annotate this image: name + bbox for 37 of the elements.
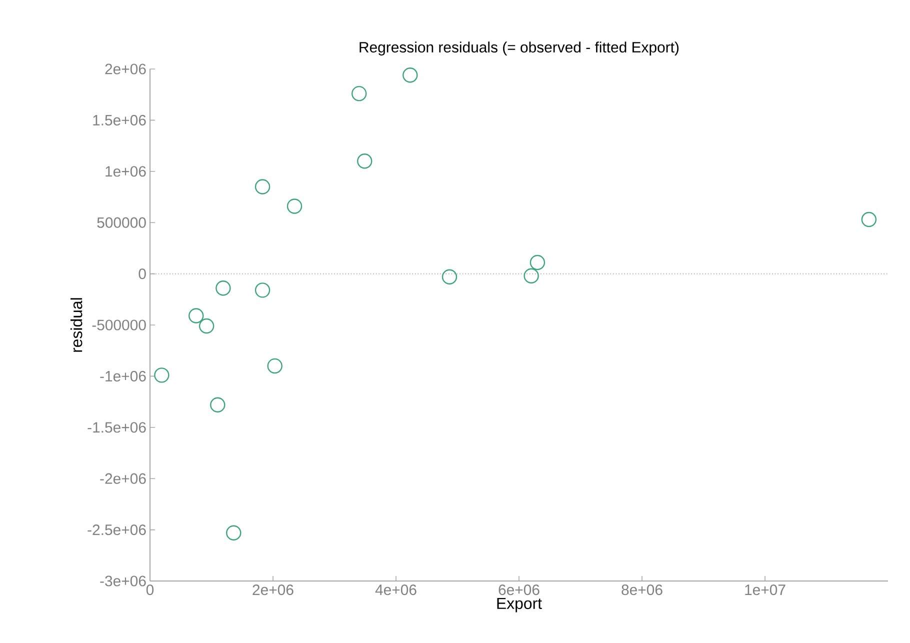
y-tick-label: -500000: [92, 320, 146, 330]
point: [357, 154, 372, 169]
point: [254, 179, 270, 194]
y-tick-label: -1e+06: [100, 370, 146, 382]
chart-title: Regression residuals (= observed - fitted Export): [360, 42, 679, 56]
point: [352, 86, 367, 102]
y-tick-label: 0: [138, 268, 146, 280]
y-tick-label: 1.5e+06: [93, 114, 146, 126]
point: [226, 525, 242, 540]
point: [198, 318, 214, 334]
y-tick-label: 500000: [97, 217, 146, 228]
x-tick-label: 6e+06: [498, 584, 540, 596]
y-axis-title: residual: [70, 298, 82, 352]
x-axis-title: Export: [497, 598, 542, 612]
y-tick-label: -2.5e+06: [88, 524, 146, 536]
point: [524, 268, 539, 284]
point: [210, 397, 226, 412]
point: [154, 368, 170, 383]
point: [267, 358, 282, 374]
point: [861, 212, 877, 228]
point: [188, 308, 204, 324]
y-tick-label: -2e+06: [100, 473, 146, 484]
y-tick-label: -3e+06: [100, 576, 146, 586]
point: [442, 269, 458, 284]
point: [254, 282, 270, 298]
x-tick-label: 8e+06: [622, 584, 662, 596]
point: [286, 198, 302, 214]
point: [530, 254, 546, 270]
y-tick-label: 2e+06: [105, 64, 146, 74]
x-tick-label: 4e+06: [375, 584, 416, 596]
x-tick-label: 1e+07: [745, 584, 786, 596]
y-tick-label: -1.5e+06: [88, 422, 146, 433]
x-tick-label: 2e+06: [252, 584, 294, 596]
point: [216, 280, 231, 296]
y-tick-label: 1e+06: [106, 166, 146, 177]
point: [402, 68, 418, 83]
x-tick-label: 0: [146, 584, 154, 596]
